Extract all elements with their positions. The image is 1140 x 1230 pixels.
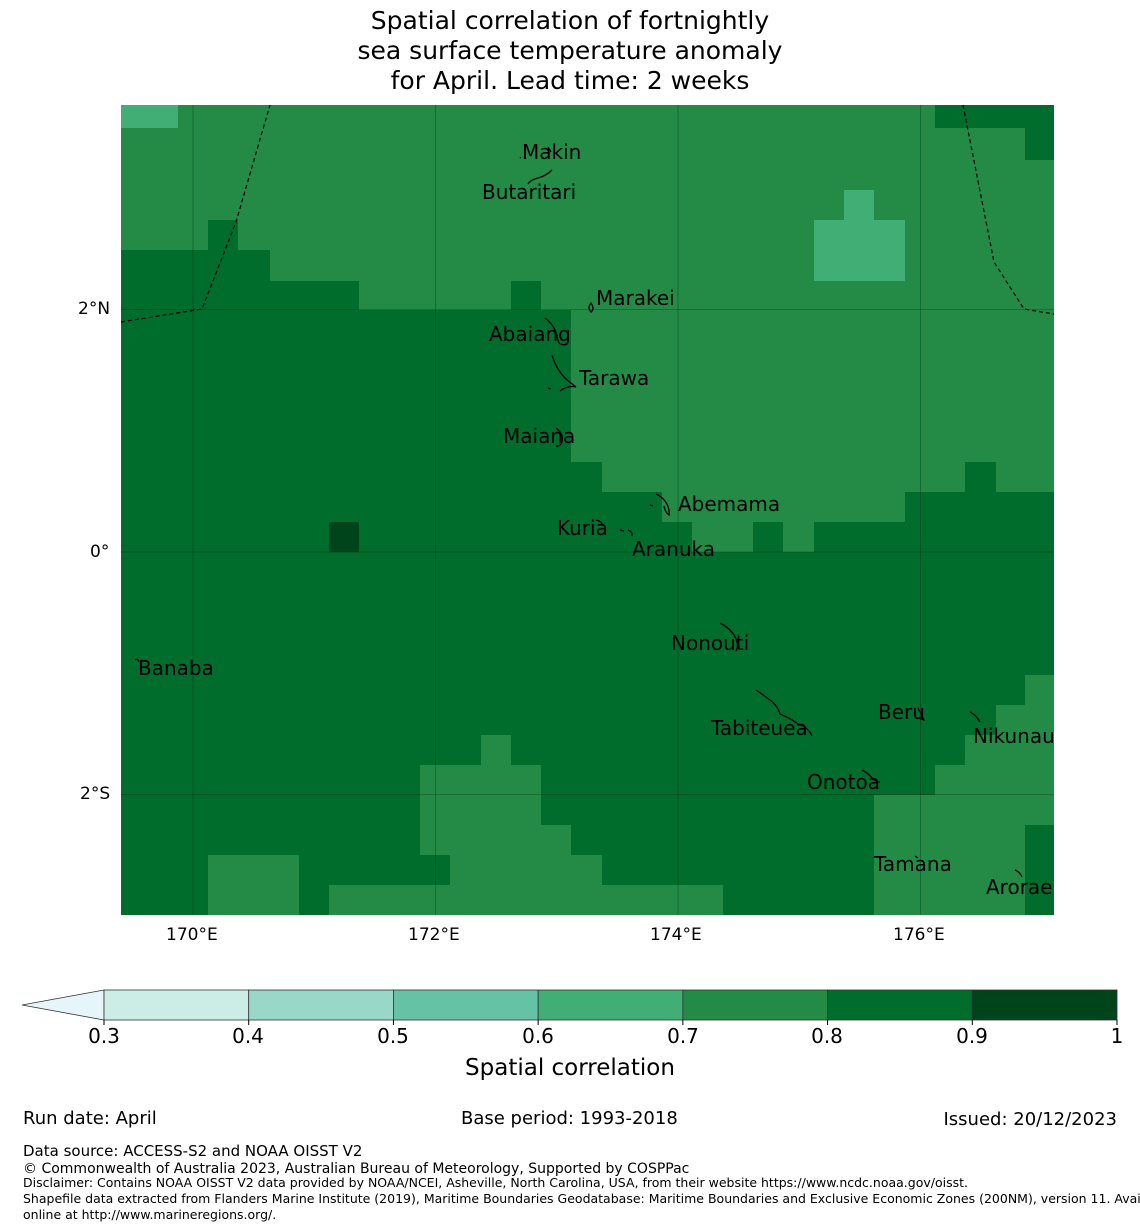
eez-boundary-west xyxy=(120,104,271,323)
abemama-coast xyxy=(649,493,670,517)
grid-cell xyxy=(571,310,1054,462)
lat-tick-2n: 2°N xyxy=(78,299,111,319)
grid-cell xyxy=(996,705,1054,735)
kuria-coast xyxy=(595,519,633,537)
island-coastlines xyxy=(134,146,1023,878)
lon-tick-172: 172°E xyxy=(408,925,460,945)
grid-cell xyxy=(662,492,905,522)
marakei-coast xyxy=(588,301,594,313)
map-title: Spatial correlation of fortnightly sea s… xyxy=(0,6,1140,96)
title-line-1: Spatial correlation of fortnightly xyxy=(370,6,770,35)
island-label-maiana: Maiana xyxy=(503,424,576,448)
colorbar-label: Spatial correlation xyxy=(465,1055,675,1081)
base-period: Base period: 1993-2018 xyxy=(461,1108,678,1129)
grid-cell xyxy=(814,220,905,281)
lon-tick-176: 176°E xyxy=(893,925,945,945)
grid-cell xyxy=(481,735,511,765)
eez-boundary-east xyxy=(962,104,1055,315)
shapefile-credit-2: online at http://www.marineregions.org/. xyxy=(23,1207,277,1222)
grid-cell xyxy=(420,765,541,855)
island-label-arorae: Arorae xyxy=(986,875,1053,899)
correlation-grid-cells xyxy=(121,105,1054,915)
grid-cell xyxy=(935,105,1054,128)
island-label-tabiteuea: Tabiteuea xyxy=(711,716,808,740)
onotoa-coast xyxy=(861,769,881,783)
grid-cell xyxy=(1025,825,1054,915)
makin-coast xyxy=(519,146,553,185)
grid-cell xyxy=(208,855,299,915)
colorbar-extend-min xyxy=(21,989,105,1021)
grid-cell xyxy=(121,105,178,128)
island-label-butaritari: Butaritari xyxy=(482,180,577,204)
title-line-3: for April. Lead time: 2 weeks xyxy=(390,66,750,95)
colorbar-segment xyxy=(248,989,394,1021)
grid-cell xyxy=(1025,675,1054,705)
maiana-coast xyxy=(555,427,564,447)
shapefile-credit-1: Shapefile data extracted from Flanders M… xyxy=(23,1191,1140,1206)
tabiteuea-coast xyxy=(755,689,813,737)
nonouti-coast xyxy=(719,622,739,652)
grid-cell xyxy=(329,885,723,915)
run-date: Run date: April xyxy=(23,1108,157,1129)
colorbar-segment xyxy=(103,989,250,1021)
grid-cell xyxy=(996,462,1054,492)
disclaimer: Disclaimer: Contains NOAA OISST V2 data … xyxy=(23,1175,968,1190)
island-label-nonouti: Nonouti xyxy=(671,631,750,655)
island-label-abemama: Abemama xyxy=(678,492,781,516)
lat-tick-2s: 2°S xyxy=(80,784,111,804)
nikunau-coast xyxy=(969,711,981,723)
abaiang-coast xyxy=(544,317,561,345)
grid-cell xyxy=(208,220,238,250)
colorbar-segment xyxy=(682,989,828,1021)
grid-cell xyxy=(121,105,1054,250)
grid-cell xyxy=(359,281,1054,310)
colorbar-segment xyxy=(827,989,973,1021)
grid-cell xyxy=(329,522,359,552)
map-gridlines xyxy=(121,105,1054,915)
colorbar-segment xyxy=(537,989,684,1021)
lon-tick-174: 174°E xyxy=(650,925,702,945)
grid-cell xyxy=(692,522,753,552)
island-label-banaba: Banaba xyxy=(138,656,214,680)
arorae-coast xyxy=(1014,869,1023,878)
island-label-makin: Makin xyxy=(522,140,582,164)
eez-boundaries xyxy=(120,104,1055,323)
colorbar-segment xyxy=(971,989,1118,1021)
grid-cell xyxy=(874,795,1054,915)
grid-cell xyxy=(602,462,965,492)
grid-cell xyxy=(1025,128,1054,160)
lat-tick-0: 0° xyxy=(90,542,110,562)
grid-cell xyxy=(965,735,1054,765)
lon-tick-170: 170°E xyxy=(166,925,218,945)
copyright: © Commonwealth of Australia 2023, Austra… xyxy=(23,1161,690,1177)
island-label-tarawa: Tarawa xyxy=(579,366,650,390)
tamana-coast xyxy=(914,855,919,859)
island-label-onotoa: Onotoa xyxy=(807,770,880,794)
colorbar xyxy=(21,989,1118,1025)
grid-cell xyxy=(783,522,814,552)
grid-cell xyxy=(935,765,1054,795)
island-label-nikunau: Nikunau xyxy=(973,724,1055,748)
grid-cell xyxy=(844,190,874,220)
island-label-abaiang: Abaiang xyxy=(489,322,571,346)
banaba-coast xyxy=(134,658,140,663)
data-source: Data source: ACCESS-S2 and NOAA OISST V2 xyxy=(23,1142,363,1160)
colorbar-segment xyxy=(393,989,539,1021)
island-label-tamana: Tamana xyxy=(874,852,952,876)
grid-cell xyxy=(541,825,571,855)
island-label-beru: Beru xyxy=(878,700,925,724)
island-label-marakei: Marakei xyxy=(596,286,675,310)
issued-date: Issued: 20/12/2023 xyxy=(943,1109,1117,1130)
island-label-aranuka: Aranuka xyxy=(632,537,715,561)
title-line-2: sea surface temperature anomaly xyxy=(357,36,783,65)
beru-coast xyxy=(917,707,926,722)
tarawa-coast xyxy=(547,354,577,392)
grid-cell xyxy=(270,250,1054,281)
island-label-kuria: Kuria xyxy=(557,516,608,540)
grid-cell xyxy=(450,855,602,885)
grid-cell xyxy=(511,281,541,310)
